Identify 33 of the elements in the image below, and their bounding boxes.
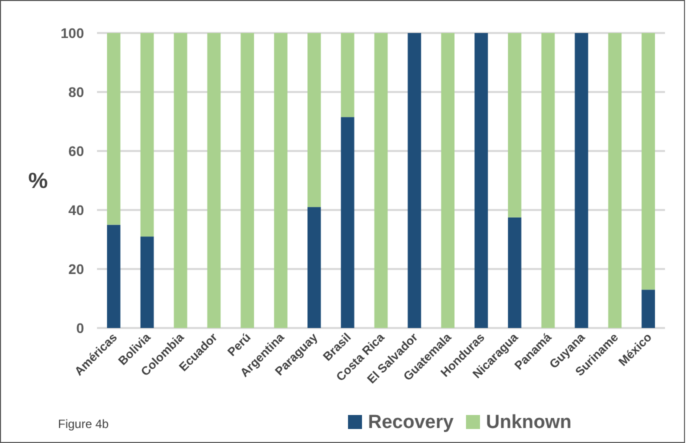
y-tick-label: 100 [60,24,84,41]
bar [207,33,221,328]
bar [508,33,522,218]
bar [574,33,588,328]
bar [140,236,154,328]
bar [240,33,254,328]
legend-label: Unknown [486,412,572,433]
legend-label: Recovery [368,412,454,433]
y-tick-label: 80 [68,84,84,100]
y-axis-title: % [28,168,48,194]
bar [307,207,321,328]
bar [107,224,120,328]
bar [140,33,154,237]
bar [340,117,354,328]
bar [107,33,120,225]
y-tick-label: 0 [76,320,84,336]
bar [274,33,288,328]
caption: Figure 4b [58,417,110,431]
bar [340,33,354,118]
bar [307,33,321,208]
bar [642,290,655,328]
bar [374,33,388,328]
bar [441,33,455,328]
y-tick-label: 60 [68,142,84,159]
bar [541,33,555,328]
bar [174,33,188,328]
y-tick-label: 20 [68,260,84,277]
bar [408,33,422,328]
bar [642,33,655,290]
bar [474,33,488,328]
bar [608,33,622,328]
bar [508,217,522,328]
y-tick-label: 40 [68,202,84,218]
